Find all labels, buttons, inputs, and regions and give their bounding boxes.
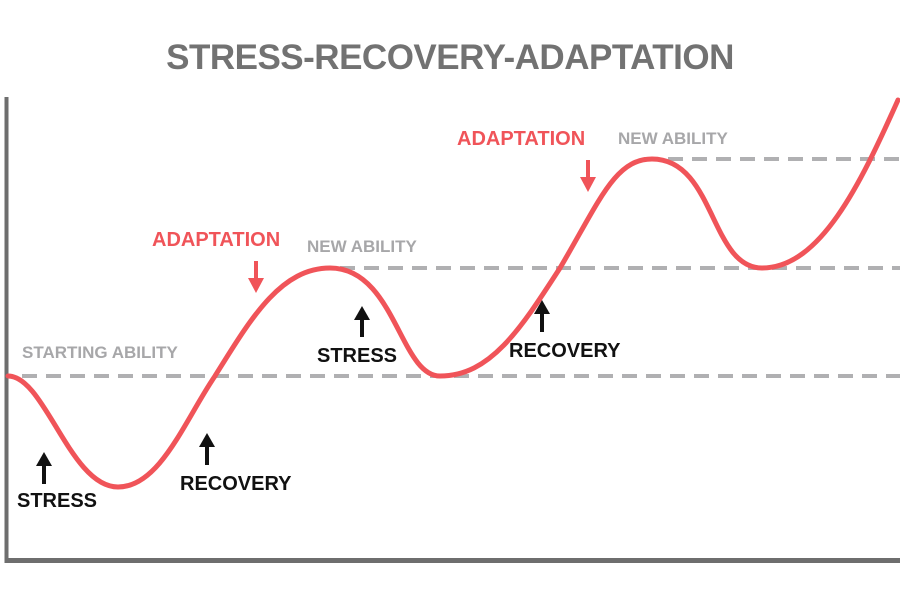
arrow-down-icon xyxy=(580,160,596,192)
stress-label-2: STRESS xyxy=(317,345,398,367)
arrow-up-icon xyxy=(36,452,52,484)
adaptation-label-1: ADAPTATION xyxy=(152,229,281,251)
arrow-down-icon xyxy=(248,261,264,293)
starting-ability-label: STARTING ABILITY xyxy=(22,343,178,362)
recovery-label-1: RECOVERY xyxy=(180,473,292,495)
arrow-up-icon xyxy=(534,300,550,332)
new-ability-label-2: NEW ABILITY xyxy=(618,129,728,148)
arrow-up-icon xyxy=(199,433,215,465)
arrow-up-icon xyxy=(354,306,370,337)
new-ability-label-1: NEW ABILITY xyxy=(307,237,417,256)
stress-label-1: STRESS xyxy=(17,490,98,512)
recovery-label-2: RECOVERY xyxy=(509,340,621,362)
diagram-title: STRESS-RECOVERY-ADAPTATION xyxy=(166,38,734,77)
adaptation-label-2: ADAPTATION xyxy=(457,128,586,150)
ability-curve xyxy=(5,97,900,490)
